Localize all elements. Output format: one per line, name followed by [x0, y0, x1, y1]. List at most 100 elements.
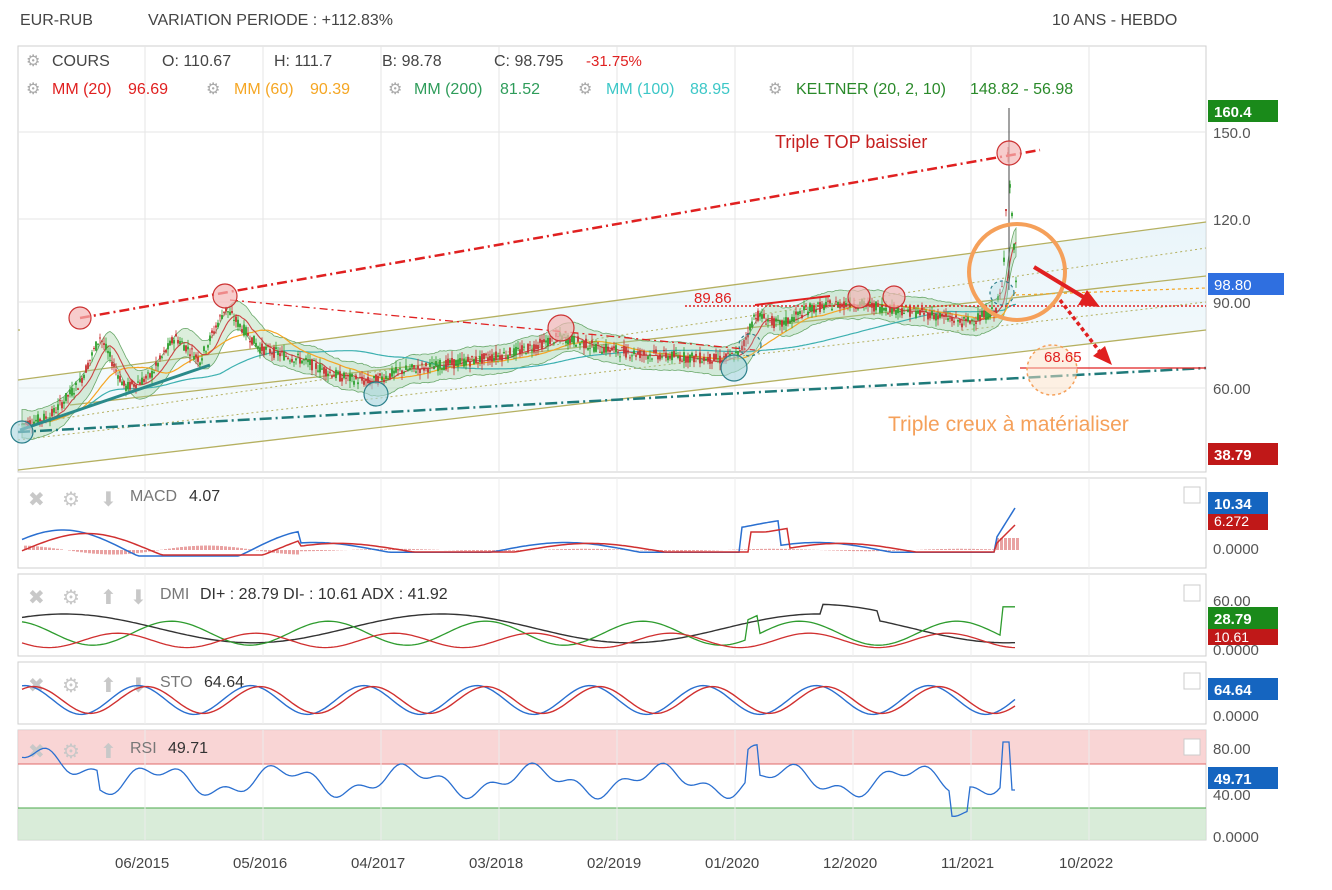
close-icon[interactable]: ✖: [28, 489, 45, 511]
sto-gridlines: [144, 662, 1090, 724]
rsi-line: [21, 741, 1015, 817]
candle-body: [909, 305, 911, 317]
candle-body: [949, 317, 951, 319]
candle-body: [641, 354, 643, 356]
sto-checkbox[interactable]: [1183, 672, 1201, 690]
candle-body: [623, 346, 625, 354]
candle-body: [1003, 257, 1005, 262]
candle-body: [961, 323, 963, 328]
candle-body: [747, 332, 749, 338]
candle-body: [189, 354, 191, 357]
dmi-controls: ✖ ⚙ ⬆ ⬇: [28, 587, 147, 609]
candle-body: [147, 372, 149, 374]
candle-body: [353, 381, 355, 385]
sto-d-line: [21, 685, 1016, 715]
candle-body: [513, 348, 515, 356]
candle-body: [771, 316, 773, 325]
candle-body: [451, 357, 453, 365]
candle-body: [347, 374, 349, 376]
top-markers: [68, 140, 1022, 342]
gear-icon[interactable]: ⚙: [206, 81, 220, 98]
candle-body: [285, 355, 287, 357]
candle-body: [535, 344, 537, 349]
gear-icon[interactable]: ⚙: [388, 81, 402, 98]
rsi-checkbox[interactable]: [1183, 738, 1201, 756]
candle-body: [979, 315, 981, 321]
candle-body: [815, 309, 817, 313]
gear-icon[interactable]: ⚙: [62, 489, 80, 511]
candle-body: [217, 322, 219, 328]
candle-body: [607, 346, 609, 352]
candle-body: [975, 322, 977, 324]
candle-body: [269, 349, 271, 354]
candle-body: [691, 352, 693, 357]
gear-icon[interactable]: ⚙: [578, 81, 592, 98]
arrow-up-icon[interactable]: ⬆: [100, 587, 117, 609]
candle-body: [165, 349, 167, 353]
candle-body: [671, 351, 673, 361]
candle-body: [205, 351, 207, 353]
candle-body: [597, 342, 599, 344]
macd-signal-line: [21, 524, 1016, 556]
candle-body: [127, 381, 129, 389]
high-badge-text: 160.4: [1214, 104, 1252, 121]
candle-body: [547, 337, 549, 347]
candle-body: [699, 352, 701, 364]
arrow-up-icon[interactable]: ⬆: [100, 741, 117, 763]
candle-body: [837, 302, 839, 308]
candle-body: [549, 337, 551, 345]
arrow-down-icon[interactable]: ⬇: [100, 489, 117, 511]
candle-body: [469, 361, 471, 367]
arrow-down-icon[interactable]: ⬇: [130, 587, 147, 609]
last-price-badge: [1208, 273, 1284, 295]
low-badge-text: 38.79: [1214, 447, 1252, 464]
candle-body: [219, 315, 221, 317]
candle-body: [497, 355, 499, 357]
candle-body: [439, 359, 441, 369]
candle-body: [569, 338, 571, 344]
rsi-oversold-zone: [18, 808, 1206, 840]
candle-body: [489, 355, 491, 361]
candle-body: [911, 312, 913, 314]
mm100-label: MM (100): [606, 81, 674, 98]
candle-body: [775, 318, 777, 322]
last-price-badge-text: 98.80: [1214, 277, 1252, 294]
candle-body: [743, 340, 745, 347]
candle-body: [391, 368, 393, 377]
candle-body: [723, 356, 725, 358]
candle-body: [653, 350, 655, 353]
dmi-zero-tick: 0.0000: [1213, 642, 1259, 659]
dmi-checkbox[interactable]: [1183, 584, 1201, 602]
candle-body: [247, 333, 249, 336]
gear-icon[interactable]: ⚙: [62, 741, 80, 763]
macd-signal-badge-text: 6.272: [1214, 513, 1249, 529]
gear-icon[interactable]: ⚙: [62, 675, 80, 697]
candle-body: [649, 354, 651, 357]
candle-body: [79, 378, 81, 382]
candle-body: [821, 303, 823, 305]
candle-body: [117, 375, 119, 379]
candle-body: [805, 308, 807, 310]
candle-body: [765, 323, 767, 325]
di-minus-badge: [1208, 629, 1278, 645]
macd-checkbox[interactable]: [1183, 486, 1201, 504]
candle-body: [385, 375, 387, 380]
gear-icon[interactable]: ⚙: [768, 81, 782, 98]
candle-body: [467, 356, 469, 362]
gear-icon[interactable]: ⚙: [62, 587, 80, 609]
mm200-value: 81.52: [500, 81, 540, 98]
candle-body: [491, 354, 493, 362]
candle-body: [475, 356, 477, 364]
candle-body: [753, 314, 755, 317]
variation-periode: VARIATION PERIODE : +112.83%: [148, 12, 393, 29]
candle-body: [703, 356, 705, 361]
macd-zero-tick: 0.0000: [1213, 541, 1259, 558]
gear-icon[interactable]: ⚙: [26, 81, 40, 98]
candle-body: [625, 346, 627, 358]
candle-body: [157, 362, 159, 367]
close-icon[interactable]: ✖: [28, 587, 45, 609]
candle-body: [945, 313, 947, 317]
arrow-up-icon[interactable]: ⬆: [100, 675, 117, 697]
gear-icon[interactable]: ⚙: [26, 53, 40, 70]
candle-body: [307, 360, 309, 363]
